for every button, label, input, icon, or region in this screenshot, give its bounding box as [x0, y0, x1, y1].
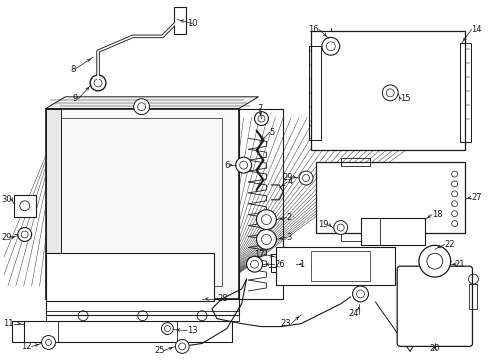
- Bar: [361, 218, 380, 246]
- Text: 6: 6: [224, 161, 230, 170]
- Text: 12: 12: [21, 342, 32, 351]
- Bar: [460, 43, 471, 142]
- Text: 17: 17: [254, 250, 265, 259]
- Circle shape: [42, 336, 55, 350]
- Text: 11: 11: [3, 319, 14, 328]
- Circle shape: [419, 246, 451, 277]
- Bar: [239, 109, 283, 299]
- Text: 30: 30: [1, 195, 12, 204]
- Circle shape: [257, 230, 276, 249]
- Text: 2: 2: [286, 213, 292, 222]
- Bar: [24, 321, 232, 342]
- Bar: [311, 251, 370, 281]
- Text: 29: 29: [1, 233, 12, 242]
- Bar: [309, 46, 321, 140]
- Text: 16: 16: [308, 25, 319, 34]
- Bar: [46, 299, 239, 315]
- Bar: [271, 254, 296, 272]
- Text: 23: 23: [281, 319, 291, 328]
- Circle shape: [299, 171, 313, 185]
- Text: 7: 7: [257, 104, 262, 113]
- Bar: [61, 118, 222, 286]
- Text: 10: 10: [187, 19, 197, 28]
- Text: 21: 21: [455, 260, 465, 269]
- Bar: [177, 321, 232, 342]
- Text: 5: 5: [270, 128, 275, 137]
- Text: 29: 29: [283, 172, 293, 181]
- Bar: [46, 253, 214, 301]
- Text: 14: 14: [471, 25, 482, 34]
- Circle shape: [161, 323, 173, 334]
- Text: 28: 28: [217, 294, 227, 303]
- Circle shape: [246, 256, 263, 272]
- Text: 8: 8: [70, 64, 75, 73]
- Text: 1: 1: [299, 260, 304, 269]
- Polygon shape: [46, 97, 259, 109]
- Bar: [46, 109, 239, 299]
- FancyBboxPatch shape: [397, 266, 472, 346]
- Bar: [174, 6, 186, 35]
- Bar: [341, 234, 370, 242]
- Bar: [46, 109, 61, 299]
- Text: 25: 25: [154, 346, 165, 355]
- Text: 18: 18: [432, 210, 442, 219]
- Text: 22: 22: [445, 240, 455, 249]
- Text: 3: 3: [286, 233, 292, 242]
- Bar: [46, 311, 239, 321]
- Bar: [14, 195, 36, 217]
- Text: 4: 4: [287, 177, 293, 186]
- Text: 9: 9: [73, 94, 78, 103]
- Bar: [276, 247, 395, 285]
- Circle shape: [257, 210, 276, 230]
- Text: 15: 15: [400, 94, 411, 103]
- Text: 24: 24: [348, 309, 359, 318]
- Circle shape: [175, 339, 189, 354]
- Bar: [316, 162, 465, 234]
- Text: 19: 19: [318, 220, 329, 229]
- Circle shape: [236, 157, 251, 173]
- Circle shape: [18, 228, 32, 242]
- Bar: [61, 118, 222, 286]
- Circle shape: [322, 37, 340, 55]
- Circle shape: [382, 85, 398, 101]
- Bar: [311, 31, 465, 150]
- Circle shape: [90, 75, 106, 91]
- Circle shape: [134, 99, 149, 114]
- Text: 20: 20: [430, 344, 440, 353]
- Bar: [24, 321, 58, 342]
- Text: 27: 27: [471, 193, 482, 202]
- Text: 13: 13: [187, 326, 198, 335]
- Text: 26: 26: [274, 260, 285, 269]
- Circle shape: [353, 286, 368, 302]
- Circle shape: [334, 221, 348, 234]
- Bar: [469, 284, 477, 309]
- Bar: [361, 218, 425, 246]
- Bar: [341, 158, 370, 166]
- Circle shape: [254, 112, 269, 126]
